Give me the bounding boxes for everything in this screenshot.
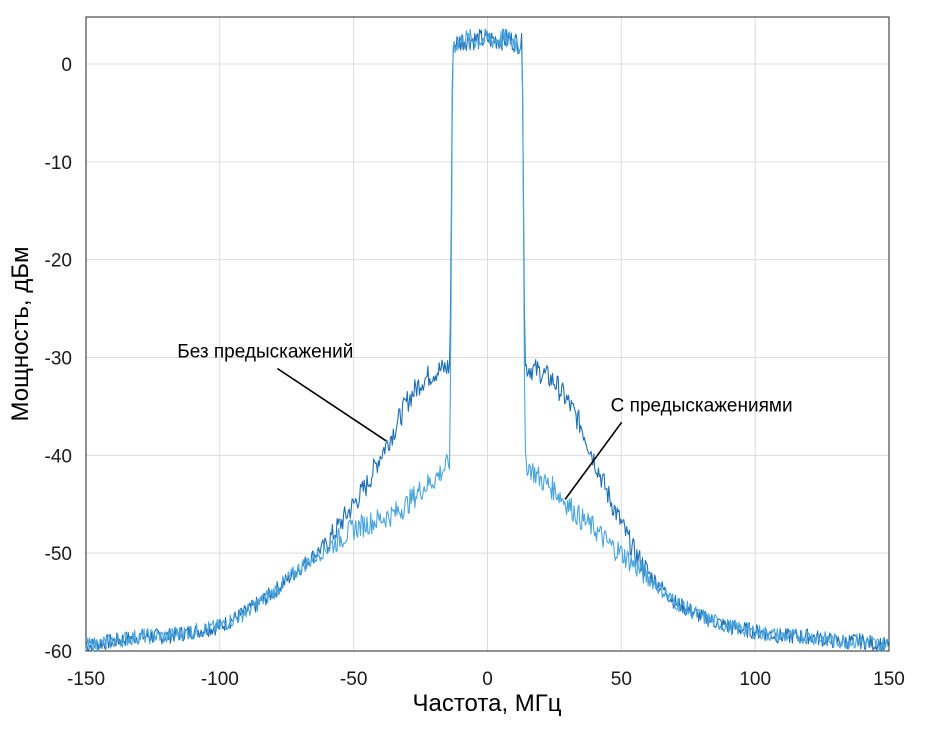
annotations: Без предыскажений С предыскажениями bbox=[177, 342, 793, 500]
series-layer bbox=[85, 28, 890, 652]
y-tick-labels: 0 -10 -20 -30 -40 -50 -60 bbox=[45, 55, 72, 663]
y-tick-label: -50 bbox=[45, 544, 72, 565]
grid bbox=[86, 17, 889, 651]
x-tick-label: 50 bbox=[611, 669, 632, 690]
x-tick-label: 150 bbox=[873, 669, 905, 690]
x-tick-label: 0 bbox=[482, 669, 493, 690]
y-axis-title: Мощность, дБм bbox=[7, 246, 34, 421]
series-line-2 bbox=[85, 28, 890, 652]
x-axis-title: Частота, МГц bbox=[412, 690, 561, 717]
plot-frame bbox=[85, 16, 890, 652]
annotation-arrow-2 bbox=[564, 421, 623, 500]
y-tick-label: -30 bbox=[45, 349, 72, 370]
y-tick-label: -60 bbox=[45, 642, 72, 663]
x-tick-labels: -150 -100 -50 0 50 100 150 bbox=[67, 669, 905, 690]
x-tick-label: -150 bbox=[67, 669, 105, 690]
x-tick-label: -50 bbox=[340, 669, 367, 690]
annotation-label-1: Без предыскажений bbox=[177, 342, 353, 363]
annotation-arrow-1 bbox=[276, 367, 387, 442]
annotation-label-2: С предыскажениями bbox=[611, 395, 793, 416]
y-tick-label: -10 bbox=[45, 153, 72, 174]
y-tick-label: -40 bbox=[45, 446, 72, 467]
y-tick-label: -20 bbox=[45, 251, 72, 272]
series-line-1 bbox=[85, 28, 890, 652]
y-tick-label: 0 bbox=[61, 55, 72, 76]
x-tick-label: 100 bbox=[739, 669, 771, 690]
x-tick-label: -100 bbox=[201, 669, 239, 690]
